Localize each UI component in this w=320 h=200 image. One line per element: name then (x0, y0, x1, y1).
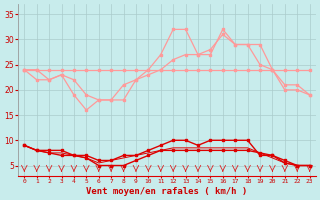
X-axis label: Vent moyen/en rafales ( km/h ): Vent moyen/en rafales ( km/h ) (86, 187, 248, 196)
